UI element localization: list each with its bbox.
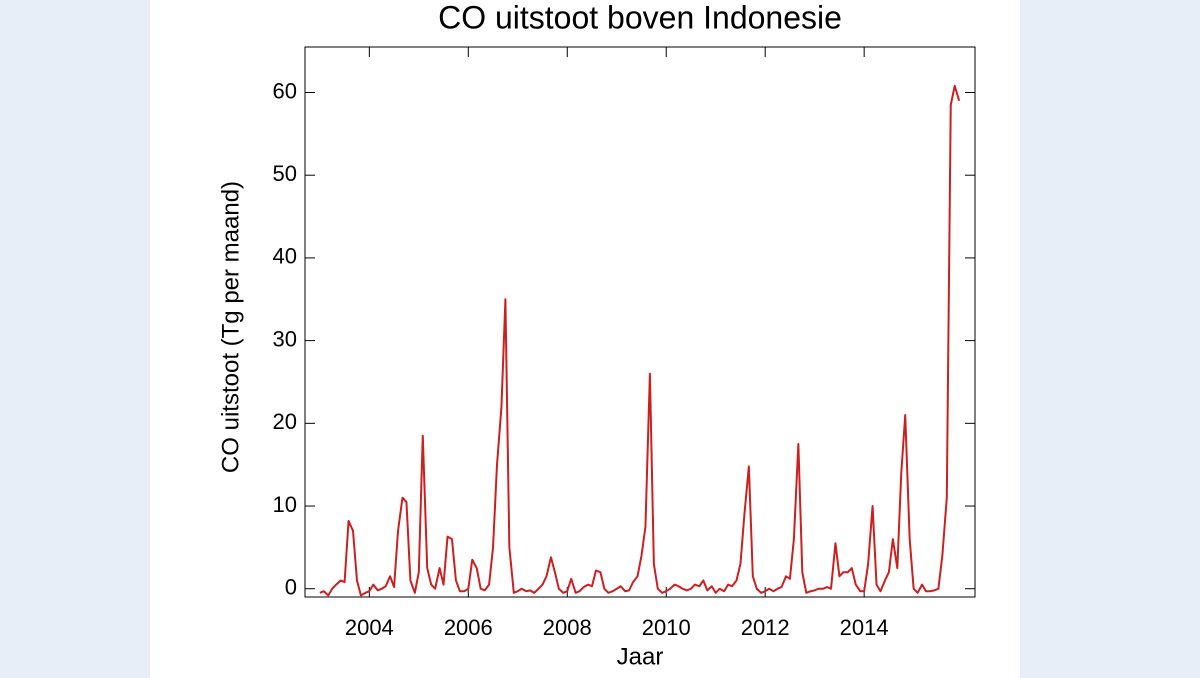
y-tick-label: 0 [285,575,297,600]
x-tick-label: 2006 [444,615,493,640]
y-tick-label: 50 [273,161,297,186]
chart-title: CO uitstoot boven Indonesie [438,0,842,35]
x-tick-label: 2008 [543,615,592,640]
y-tick-label: 20 [273,409,297,434]
y-tick-label: 10 [273,492,297,517]
y-tick-label: 60 [273,78,297,103]
data-line [319,84,961,597]
x-tick-label: 2004 [345,615,394,640]
x-axis-label: Jaar [617,643,664,670]
x-tick-label: 2010 [642,615,691,640]
x-tick-label: 2012 [741,615,790,640]
y-tick-label: 30 [273,326,297,351]
plot-frame [304,46,976,598]
x-tick-label: 2014 [840,615,889,640]
y-axis-label: CO uitstoot (Tg per maand) [217,181,244,473]
y-tick-label: 40 [273,244,297,269]
